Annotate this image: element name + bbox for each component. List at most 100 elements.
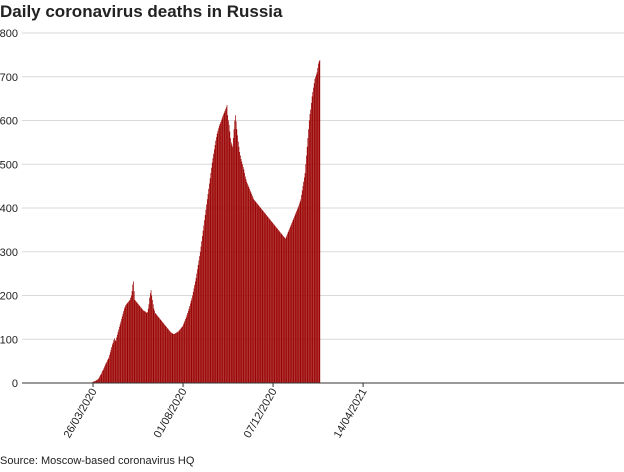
bar	[272, 222, 274, 384]
bar	[226, 105, 228, 383]
bar	[210, 173, 212, 383]
bar	[257, 204, 259, 383]
bar	[244, 176, 246, 383]
bar	[162, 322, 164, 384]
bar	[93, 381, 94, 383]
bar	[202, 236, 203, 383]
bar	[155, 313, 157, 384]
bar	[213, 149, 215, 384]
bar	[223, 114, 224, 384]
bar	[301, 190, 303, 383]
bar	[236, 129, 238, 383]
bar	[172, 333, 174, 383]
bar	[280, 233, 282, 384]
bar	[159, 318, 160, 383]
bar	[161, 321, 163, 383]
bar	[180, 327, 182, 384]
bar	[147, 308, 149, 384]
bar	[213, 153, 214, 383]
bar	[123, 311, 124, 383]
y-tick-label: 800	[0, 28, 18, 40]
bar	[163, 323, 165, 383]
bar	[251, 195, 253, 383]
bar	[218, 125, 220, 383]
bar	[258, 205, 259, 383]
bar	[204, 220, 205, 383]
bar	[319, 60, 321, 384]
bar	[220, 122, 222, 383]
bar	[191, 298, 193, 384]
bar	[218, 128, 219, 384]
bar	[237, 141, 239, 383]
bar	[223, 112, 225, 384]
bar	[139, 306, 141, 383]
bar	[126, 304, 127, 383]
bar	[198, 260, 200, 383]
bar	[211, 167, 212, 383]
bar	[285, 238, 286, 384]
bar	[93, 381, 95, 383]
bar	[234, 120, 236, 383]
bar	[214, 145, 216, 383]
bar	[249, 188, 250, 383]
bar	[303, 181, 305, 383]
bar	[312, 92, 314, 383]
bar	[131, 291, 133, 384]
bar	[315, 74, 317, 383]
bar	[217, 131, 219, 383]
bar	[192, 292, 194, 383]
bar	[133, 291, 135, 384]
bar	[216, 133, 218, 384]
bar	[301, 194, 302, 384]
bar	[195, 278, 197, 383]
bar	[148, 304, 150, 383]
bar	[300, 199, 302, 383]
x-tick-label: 14/04/2021	[332, 387, 370, 441]
bar	[135, 301, 137, 384]
bar	[241, 161, 243, 383]
bar	[174, 333, 176, 383]
bar	[152, 299, 153, 384]
bar	[266, 215, 268, 384]
bar	[173, 334, 175, 383]
bar	[109, 355, 110, 383]
bar	[100, 374, 102, 383]
bar	[202, 230, 204, 383]
bar	[299, 201, 301, 383]
bar	[256, 203, 258, 383]
bar	[296, 209, 298, 383]
bar	[310, 109, 312, 383]
bar	[118, 329, 120, 384]
bar	[318, 61, 320, 383]
bar	[308, 129, 309, 383]
y-tick-label: 500	[0, 159, 18, 171]
bar	[102, 370, 103, 383]
bar	[264, 213, 266, 383]
bar	[276, 228, 278, 384]
bar	[317, 68, 319, 383]
bar	[114, 340, 116, 384]
bar	[116, 337, 117, 383]
bar	[269, 219, 271, 384]
bar	[142, 309, 143, 383]
bar	[187, 313, 188, 383]
bar	[287, 233, 288, 383]
bar	[150, 293, 151, 383]
bar	[240, 155, 241, 383]
bar	[182, 326, 184, 384]
y-tick-label: 0	[12, 378, 18, 390]
bar	[242, 166, 244, 383]
bar	[194, 285, 195, 383]
bar	[263, 211, 264, 383]
bar	[136, 302, 138, 383]
bar	[115, 341, 117, 383]
bar	[279, 231, 281, 384]
bar	[284, 237, 286, 383]
bar	[185, 319, 186, 384]
bar	[228, 124, 230, 384]
bar	[128, 301, 129, 384]
bar	[228, 120, 229, 383]
bar	[157, 315, 158, 384]
x-tick-labels: 26/03/2020 01/08/2020 07/12/2020 14/04/2021	[62, 383, 370, 440]
bar	[221, 120, 222, 383]
